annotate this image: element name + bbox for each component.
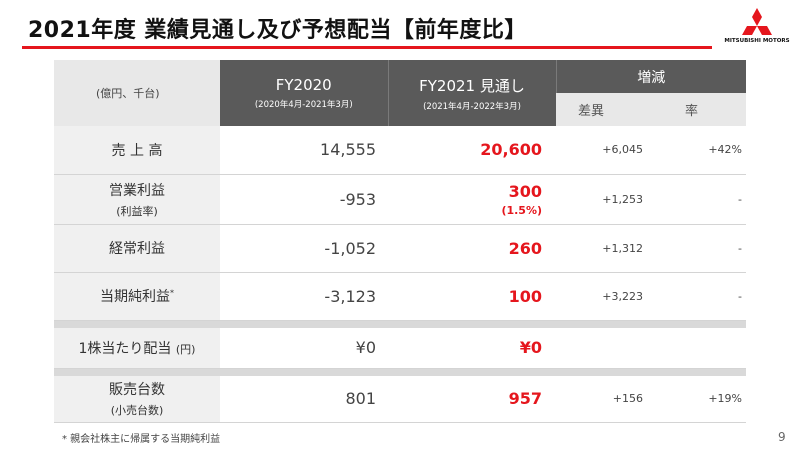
fy2020-title: FY2020 xyxy=(275,76,332,94)
fy2021-period: (2021年4月-2022年3月) xyxy=(423,101,521,112)
table-row: 当期純利益* -3,123 100 +3,223 - xyxy=(54,272,746,321)
mitsubishi-logo-icon xyxy=(742,8,772,35)
row-sublabel: (小売台数) xyxy=(110,404,164,418)
row-separator xyxy=(54,320,746,328)
unit-label: (億円、千台) xyxy=(54,60,220,126)
logo-wordmark: MITSUBISHI MOTORS xyxy=(724,38,790,44)
fy2021-title: FY2021 見通し xyxy=(419,76,525,95)
forecast-table-wrapper: (億円、千台) FY2020 (2020年4月-2021年3月) FY2021 … xyxy=(54,60,746,423)
rate-value: +19% xyxy=(651,376,746,423)
row-label: 経常利益 xyxy=(54,224,220,273)
diff-header: 差異 xyxy=(556,93,651,126)
diff-value: +6,045 xyxy=(556,126,651,175)
row-label: 営業利益 xyxy=(109,182,165,199)
row-label: 販売台数 xyxy=(109,382,165,399)
page-title: 2021年度 業績見通し及び予想配当【前年度比】 xyxy=(28,18,527,43)
fy2020-value: 14,555 xyxy=(220,126,388,175)
fy2021-value: 20,600 xyxy=(388,126,556,175)
fy2020-value: -3,123 xyxy=(220,272,388,321)
row-label-cell: 営業利益 (利益率) xyxy=(54,174,220,225)
footnote-mark: * xyxy=(170,288,174,298)
row-label-cell: 当期純利益* xyxy=(54,272,220,321)
fy2020-value: -953 xyxy=(220,174,388,225)
row-label: 1株当たり配当 xyxy=(78,340,172,357)
diff-value xyxy=(556,328,651,369)
row-label-cell: 1株当たり配当 (円) xyxy=(54,328,220,369)
fy2021-value: 100 xyxy=(388,272,556,321)
fy2021-header: FY2021 見通し (2021年4月-2022年3月) xyxy=(387,60,556,126)
fy2020-value: ¥0 xyxy=(220,328,388,369)
diff-value: +1,312 xyxy=(556,224,651,273)
rate-value: - xyxy=(651,272,746,321)
rate-value: - xyxy=(651,224,746,273)
diff-value: +156 xyxy=(556,376,651,423)
fy2021-margin: (1.5%) xyxy=(501,203,542,217)
table-row: 販売台数 (小売台数) 801 957 +156 +19% xyxy=(54,376,746,423)
rate-value: +42% xyxy=(651,126,746,175)
row-label: 売 上 高 xyxy=(54,126,220,175)
row-label-cell: 販売台数 (小売台数) xyxy=(54,376,220,423)
fy2020-value: 801 xyxy=(220,376,388,423)
row-unit: (円) xyxy=(175,342,196,356)
fy2021-value: 260 xyxy=(388,224,556,273)
fy2020-header: FY2020 (2020年4月-2021年3月) xyxy=(220,60,388,126)
fy2021-value-cell: 300 (1.5%) xyxy=(388,174,556,225)
table-row: 経常利益 -1,052 260 +1,312 - xyxy=(54,224,746,273)
rate-value: - xyxy=(651,174,746,225)
fy2021-value: 957 xyxy=(388,376,556,423)
footnote: * 親会社株主に帰属する当期純利益 xyxy=(62,434,221,445)
fy2021-value: 300 xyxy=(508,181,542,201)
fy2021-value: ¥0 xyxy=(388,328,556,369)
title-bar: 2021年度 業績見通し及び予想配当【前年度比】 MITSUBISHI MOTO… xyxy=(0,0,800,58)
table-row: 1株当たり配当 (円) ¥0 ¥0 xyxy=(54,328,746,369)
title-underline xyxy=(22,46,712,49)
row-separator xyxy=(54,368,746,376)
row-sublabel: (利益率) xyxy=(116,204,158,218)
diff-value: +3,223 xyxy=(556,272,651,321)
table-row: 営業利益 (利益率) -953 300 (1.5%) +1,253 - xyxy=(54,174,746,225)
rate-value xyxy=(651,328,746,369)
diff-value: +1,253 xyxy=(556,174,651,225)
page-number: 9 xyxy=(778,430,786,444)
fy2020-value: -1,052 xyxy=(220,224,388,273)
rate-header: 率 xyxy=(651,93,746,126)
table-row: 売 上 高 14,555 20,600 +6,045 +42% xyxy=(54,126,746,175)
forecast-table: (億円、千台) FY2020 (2020年4月-2021年3月) FY2021 … xyxy=(54,60,746,423)
row-label: 当期純利益 xyxy=(100,289,170,305)
change-header: 増減 xyxy=(555,60,746,93)
fy2020-period: (2020年4月-2021年3月) xyxy=(254,100,353,110)
